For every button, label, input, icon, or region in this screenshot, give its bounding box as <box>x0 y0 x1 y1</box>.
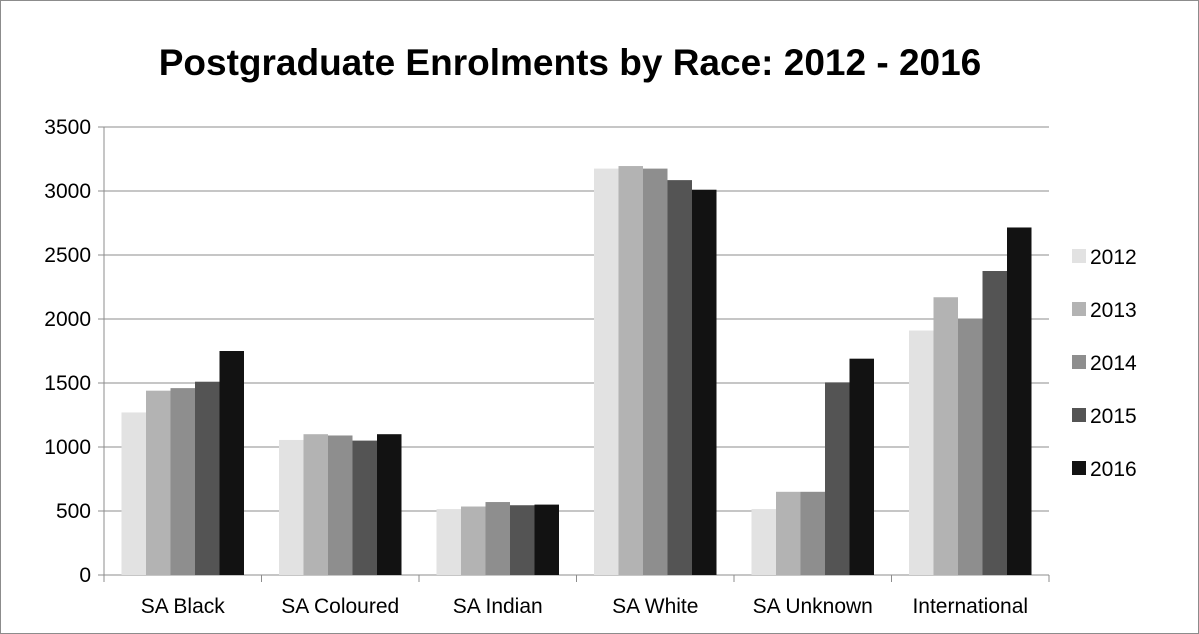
x-tick-label: International <box>912 595 1028 618</box>
bar <box>195 381 220 575</box>
bar <box>958 319 983 575</box>
bar <box>352 440 377 575</box>
legend-swatch <box>1072 408 1086 422</box>
bar <box>618 166 643 576</box>
bar <box>776 491 801 575</box>
y-tick-label: 0 <box>79 564 91 587</box>
bar <box>800 491 825 575</box>
bar <box>692 189 717 575</box>
bar <box>751 509 776 575</box>
bar <box>485 502 510 575</box>
bar <box>643 168 668 575</box>
bar <box>146 390 171 575</box>
bar <box>377 434 402 575</box>
bar <box>1007 227 1032 576</box>
y-tick-labels: 0 500 1000 1500 2000 2500 3000 3500 <box>44 116 91 587</box>
bars <box>121 166 1032 576</box>
bar <box>510 505 535 575</box>
legend-label: 2015 <box>1090 405 1137 428</box>
legend-label: 2013 <box>1090 299 1137 322</box>
bar <box>303 434 328 575</box>
gridlines <box>104 126 1049 512</box>
bar <box>121 412 146 575</box>
legend-swatch <box>1072 355 1086 369</box>
x-tick-label: SA Unknown <box>753 595 873 618</box>
bar <box>594 168 619 575</box>
y-tick-label: 3000 <box>44 180 91 203</box>
x-tick-label: SA Coloured <box>281 595 399 618</box>
bar <box>328 435 353 575</box>
bar <box>667 180 692 575</box>
y-tick-label: 3500 <box>44 116 91 139</box>
axes <box>98 126 1050 582</box>
y-tick-label: 500 <box>56 500 91 523</box>
bar <box>982 271 1007 575</box>
legend-label: 2014 <box>1090 352 1137 375</box>
x-tick-label: SA Black <box>141 595 226 618</box>
chart-title: Postgraduate Enrolments by Race: 2012 - … <box>158 42 982 83</box>
bar <box>933 297 958 575</box>
y-tick-label: 1500 <box>44 372 91 395</box>
bar <box>534 504 559 575</box>
legend-swatch <box>1072 249 1086 263</box>
x-tick-labels: SA Black SA Coloured SA Indian SA White SA U… <box>141 595 1028 618</box>
bar <box>461 506 486 575</box>
x-tick-label: SA White <box>612 595 698 618</box>
bar <box>825 382 850 575</box>
x-tick-label: SA Indian <box>453 595 543 618</box>
legend-swatch <box>1072 302 1086 316</box>
bar <box>849 358 874 575</box>
bar <box>219 351 244 575</box>
legend-swatch <box>1072 461 1086 475</box>
y-tick-label: 1000 <box>44 436 91 459</box>
bar <box>909 330 934 575</box>
bar <box>436 509 461 575</box>
legend: 2012 2013 2014 2015 2016 <box>1072 246 1137 481</box>
legend-label: 2012 <box>1090 246 1137 269</box>
legend-label: 2016 <box>1090 458 1137 481</box>
bar <box>279 439 304 575</box>
y-tick-label: 2500 <box>44 244 91 267</box>
bar <box>170 388 195 575</box>
y-tick-label: 2000 <box>44 308 91 331</box>
